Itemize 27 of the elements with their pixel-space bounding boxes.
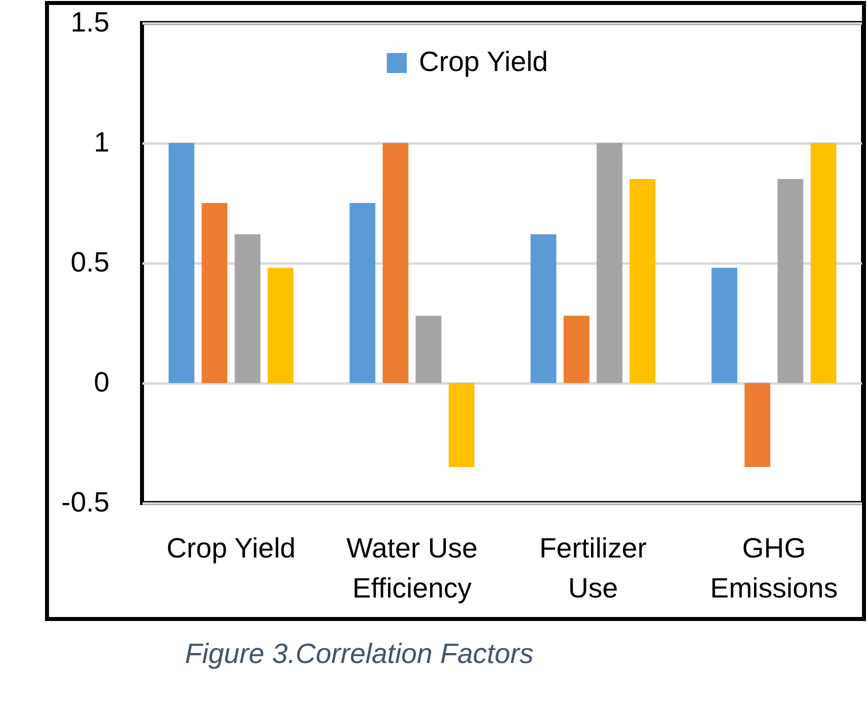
bar	[530, 234, 556, 383]
bar	[234, 234, 260, 383]
bar	[168, 143, 194, 383]
y-tick-label: 1	[94, 126, 110, 158]
caption: Figure 3.Correlation Factors	[185, 638, 534, 670]
x-tick-label: Water Use Efficiency	[346, 532, 478, 604]
bar	[564, 316, 590, 383]
bar	[350, 203, 376, 383]
bar	[268, 268, 294, 383]
bar	[778, 179, 804, 383]
y-tick-label: 1.5	[70, 6, 110, 38]
bar	[810, 143, 836, 383]
x-tick-label: Fertilizer Use	[539, 532, 647, 604]
bar	[202, 203, 228, 383]
bar	[630, 179, 656, 383]
bar	[382, 143, 408, 383]
bar	[712, 268, 738, 383]
bar	[416, 316, 442, 383]
bar	[448, 383, 474, 467]
legend-label: Crop Yield	[418, 46, 548, 77]
y-tick-label: -0.5	[61, 486, 110, 518]
x-tick-label: Crop Yield	[166, 532, 296, 564]
y-tick-label: 0.5	[70, 246, 110, 278]
bar	[744, 383, 770, 467]
y-tick-label: 0	[94, 366, 110, 398]
bar	[596, 143, 622, 383]
x-tick-label: GHG Emissions	[710, 532, 838, 604]
